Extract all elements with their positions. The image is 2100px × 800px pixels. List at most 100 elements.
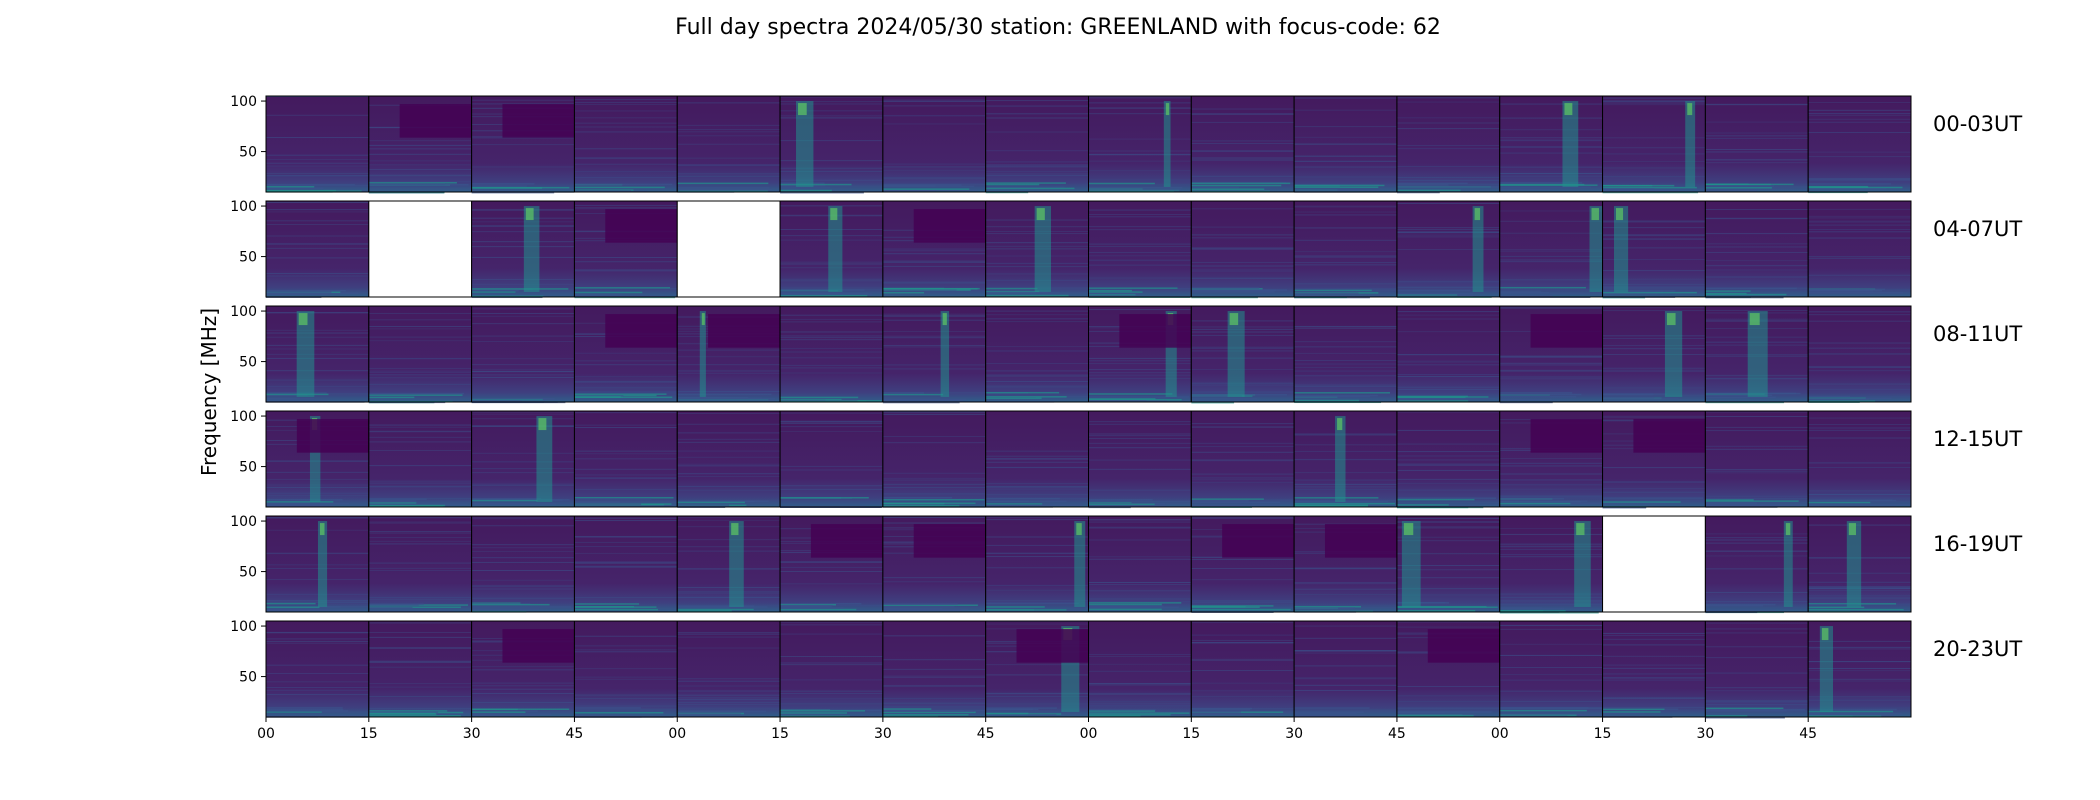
spectral-line (1602, 632, 1706, 634)
noise-band (985, 183, 1040, 186)
spectral-line (985, 567, 1089, 569)
spectral-line (368, 144, 472, 146)
spectral-line (985, 584, 1089, 586)
spectral-line (1088, 170, 1192, 172)
spectral-line (1705, 426, 1809, 428)
noise-band (1088, 710, 1156, 712)
burst (1335, 416, 1346, 502)
panel-background (471, 306, 575, 402)
spectral-line (574, 157, 678, 159)
spectral-line (368, 636, 472, 638)
spectral-line (985, 628, 1089, 630)
spectral-line (266, 600, 369, 602)
noise-band (1088, 400, 1147, 402)
spectral-line (368, 430, 472, 432)
spectral-line (471, 323, 575, 325)
spectral-line (471, 209, 575, 211)
spectral-line (677, 690, 781, 692)
spectral-line (368, 326, 472, 328)
panel-border (1807, 410, 1912, 508)
burst-core (1337, 418, 1343, 431)
spectral-line (1808, 114, 1911, 116)
spectral-line (1294, 458, 1397, 460)
spectral-line (1396, 311, 1500, 313)
spectral-line (1499, 690, 1603, 692)
spectral-line (1499, 259, 1603, 261)
spectral-line (574, 562, 678, 564)
noise-band (1396, 191, 1440, 194)
panel-background (985, 516, 1089, 612)
burst (940, 311, 950, 397)
spectral-line (677, 369, 781, 371)
spectra-panel (1396, 200, 1501, 298)
spectral-line (1191, 140, 1295, 142)
spectral-line (1088, 684, 1192, 686)
spectral-line (1602, 706, 1706, 708)
spectral-line (882, 178, 986, 180)
spectral-line (1602, 235, 1706, 237)
noise-band (1602, 186, 1697, 189)
noise-band (266, 708, 344, 711)
noise-band (1396, 293, 1474, 295)
noise-band (677, 188, 772, 191)
spectral-line (1602, 221, 1706, 223)
noise-band (985, 182, 1066, 184)
spectral-line (882, 516, 986, 518)
noise-band (677, 605, 755, 607)
spectra-panel (1499, 515, 1604, 614)
dark-block (605, 314, 678, 348)
spectral-line (882, 261, 986, 263)
spectral-line (266, 257, 369, 259)
panel-border (1807, 620, 1912, 718)
spectral-line (1396, 527, 1500, 529)
noise-band (266, 498, 343, 501)
spectral-line (1396, 706, 1500, 708)
spectral-line (1396, 117, 1500, 119)
spectral-line (266, 162, 369, 164)
spectral-line (1088, 229, 1192, 231)
spectral-line (1602, 238, 1706, 240)
spectral-line (1088, 277, 1192, 279)
x-tick-label: 00 (668, 726, 686, 742)
noise-band (1705, 290, 1751, 292)
spectral-line (780, 114, 883, 116)
spectral-line (1705, 269, 1809, 271)
noise-band (574, 711, 664, 714)
noise-band (1396, 184, 1449, 186)
spectral-line (1088, 179, 1192, 181)
spectral-line (882, 345, 986, 347)
noise-band (985, 708, 1034, 711)
spectral-line (1602, 338, 1706, 340)
spectral-line (266, 370, 369, 372)
spectral-line (1602, 345, 1706, 347)
spectral-line (1088, 264, 1192, 266)
noise-band (1396, 189, 1461, 192)
spectral-line (471, 294, 575, 296)
spectral-line (1088, 209, 1192, 211)
spectral-line (1808, 370, 1911, 372)
spectral-line (574, 501, 678, 503)
noise-band (266, 184, 355, 186)
spectral-line (266, 220, 369, 222)
noise-band (1499, 607, 1543, 609)
spectral-line (677, 707, 781, 709)
spectral-line (471, 377, 575, 379)
spectral-line (882, 315, 986, 317)
spectral-line (1499, 546, 1603, 548)
spectral-line (1602, 97, 1706, 99)
spectra-panel (1807, 95, 1912, 194)
spectral-line (985, 105, 1089, 107)
spectral-line (1088, 357, 1192, 359)
spectral-line (985, 461, 1089, 463)
noise-band (985, 396, 1067, 398)
spectral-line (1088, 372, 1192, 374)
spectral-line (677, 680, 781, 682)
spectral-line (882, 435, 986, 437)
spectral-line (882, 676, 986, 678)
spectral-line (1294, 325, 1397, 327)
spectral-line (574, 536, 678, 538)
spectral-line (471, 279, 575, 281)
noise-band (266, 609, 365, 611)
spectral-line (1088, 701, 1192, 703)
spectral-line (368, 370, 472, 372)
